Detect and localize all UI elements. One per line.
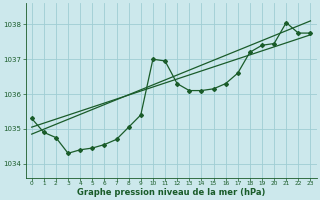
X-axis label: Graphe pression niveau de la mer (hPa): Graphe pression niveau de la mer (hPa) xyxy=(77,188,265,197)
